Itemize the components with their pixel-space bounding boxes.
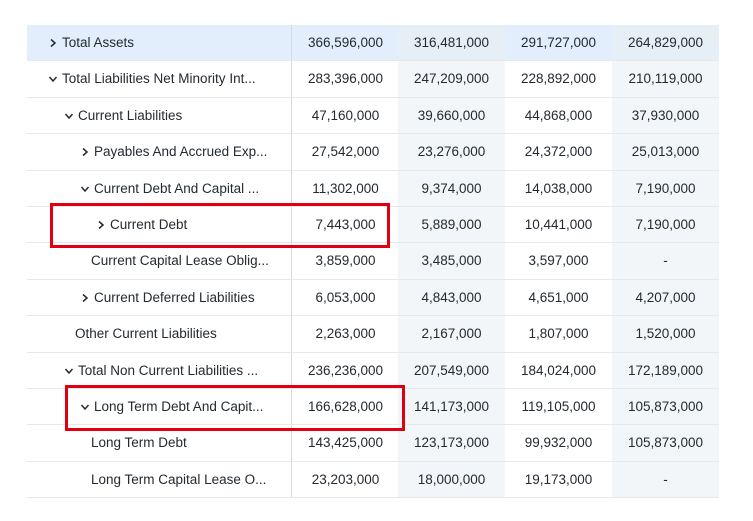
cell-value: 247,209,000: [398, 61, 505, 97]
row-label[interactable]: Current Liabilities: [78, 107, 183, 123]
table-row: Long Term Capital Lease O... 23,203,000 18…: [27, 461, 719, 499]
cell-value: 24,372,000: [524, 144, 593, 160]
table-row: Current Capital Lease Oblig... 3,859,000 3…: [27, 243, 719, 280]
cell-value: 23,203,000: [291, 461, 399, 498]
row-label[interactable]: Total Non Current Liabilities ...: [78, 362, 259, 378]
table-row: Long Term Debt 143,425,000 123,173,000 99,9…: [27, 425, 719, 462]
cell-value: 123,173,000: [398, 425, 505, 461]
cell-value: 3,485,000: [398, 243, 505, 279]
cell-value: 2,167,000: [398, 316, 505, 352]
cell-value: 236,236,000: [291, 352, 399, 388]
cell-value: 6,053,000: [291, 279, 399, 316]
cell-value: 172,189,000: [612, 352, 719, 388]
table-row: Current Debt And Capital ... 11,302,000 9,…: [27, 170, 719, 207]
cell-value: 366,596,000: [291, 25, 399, 61]
cell-value: 5,889,000: [398, 207, 505, 243]
row-label[interactable]: Payables And Accrued Exp...: [94, 144, 268, 160]
cell-value: 119,105,000: [521, 399, 596, 414]
cell-value: 4,207,000: [612, 279, 719, 316]
row-label: Long Term Capital Lease O...: [91, 471, 267, 487]
cell-value: 228,892,000: [520, 71, 597, 87]
table-row: Total Assets 366,596,000 316,481,000 291,72…: [27, 25, 719, 62]
cell-value: 1,520,000: [612, 316, 719, 352]
cell-value: 3,597,000: [528, 253, 589, 269]
table-row: Current Debt 7,443,000 5,889,000 10,441,000…: [27, 207, 719, 244]
cell-value: 19,173,000: [524, 471, 593, 487]
cell-value: 7,190,000: [612, 207, 719, 243]
expand-chevron[interactable]: [80, 147, 90, 157]
cell-value: 316,481,000: [398, 25, 505, 61]
cell-value: -: [612, 243, 719, 279]
cell-value: 4,651,000: [528, 289, 589, 305]
expand-chevron[interactable]: [80, 293, 90, 303]
cell-value: 47,160,000: [291, 97, 399, 134]
table-row: Total Liabilities Net Minority Int... 283…: [27, 61, 719, 98]
expand-chevron[interactable]: [96, 220, 106, 230]
table-row: Current Liabilities 47,160,000 39,660,000 4…: [27, 97, 719, 135]
cell-value: 39,660,000: [398, 97, 505, 134]
row-label[interactable]: Current Deferred Liabilities: [94, 289, 255, 305]
cell-value: 9,374,000: [398, 170, 505, 206]
cell-value: 10,441,000: [524, 217, 593, 232]
row-label: Current Capital Lease Oblig...: [91, 253, 269, 269]
table-row: Current Deferred Liabilities 6,053,000 4,8…: [27, 279, 719, 317]
cell-value: 291,727,000: [520, 35, 597, 50]
cell-value: 283,396,000: [291, 61, 399, 97]
cell-value: 105,873,000: [612, 425, 719, 461]
cell-value: 25,013,000: [612, 134, 719, 170]
collapse-chevron[interactable]: [64, 366, 74, 376]
cell-value: 44,868,000: [524, 107, 593, 123]
cell-value: 166,628,000: [291, 389, 399, 425]
cell-value: 11,302,000: [291, 170, 399, 206]
cell-value: 7,190,000: [612, 170, 719, 206]
highlight-box: [65, 385, 405, 431]
collapse-chevron[interactable]: [80, 184, 90, 194]
cell-value: 1,807,000: [528, 326, 589, 342]
cell-value: 2,263,000: [291, 316, 399, 352]
cell-value: 99,932,000: [524, 435, 593, 451]
row-label[interactable]: Current Debt: [110, 217, 188, 232]
row-label: Other Current Liabilities: [75, 326, 217, 342]
row-label[interactable]: Current Debt And Capital ...: [94, 180, 260, 196]
expand-chevron[interactable]: [48, 38, 58, 48]
table-row: Total Non Current Liabilities ... 236,236…: [27, 352, 719, 389]
row-label[interactable]: Long Term Debt And Capit...: [94, 399, 264, 414]
highlight-box: [50, 203, 390, 248]
cell-value: -: [612, 461, 719, 498]
row-label: Long Term Debt: [91, 435, 187, 451]
cell-value: 264,829,000: [612, 25, 719, 61]
cell-value: 23,276,000: [398, 134, 505, 170]
cell-value: 4,843,000: [398, 279, 505, 316]
row-label[interactable]: Total Assets: [62, 35, 135, 50]
cell-value: 18,000,000: [398, 461, 505, 498]
cell-value: 141,173,000: [398, 389, 505, 425]
row-label[interactable]: Total Liabilities Net Minority Int...: [62, 71, 256, 87]
cell-value: 7,443,000: [291, 207, 399, 243]
cell-value: 143,425,000: [291, 425, 399, 461]
collapse-chevron[interactable]: [64, 111, 74, 121]
cell-value: 37,930,000: [612, 97, 719, 134]
cell-value: 207,549,000: [398, 352, 505, 388]
cell-value: 105,873,000: [612, 389, 719, 425]
cell-value: 210,119,000: [612, 61, 719, 97]
cell-value: 27,542,000: [291, 134, 399, 170]
cell-value: 14,038,000: [524, 180, 593, 196]
table-row: Long Term Debt And Capit... 166,628,000 14…: [27, 389, 719, 426]
cell-value: 3,859,000: [291, 243, 399, 279]
collapse-chevron[interactable]: [80, 402, 90, 412]
collapse-chevron[interactable]: [48, 74, 58, 84]
table-row: Other Current Liabilities 2,263,000 2,167,…: [27, 316, 719, 353]
table-row: Payables And Accrued Exp... 27,542,000 23,…: [27, 134, 719, 171]
cell-value: 184,024,000: [520, 362, 597, 378]
